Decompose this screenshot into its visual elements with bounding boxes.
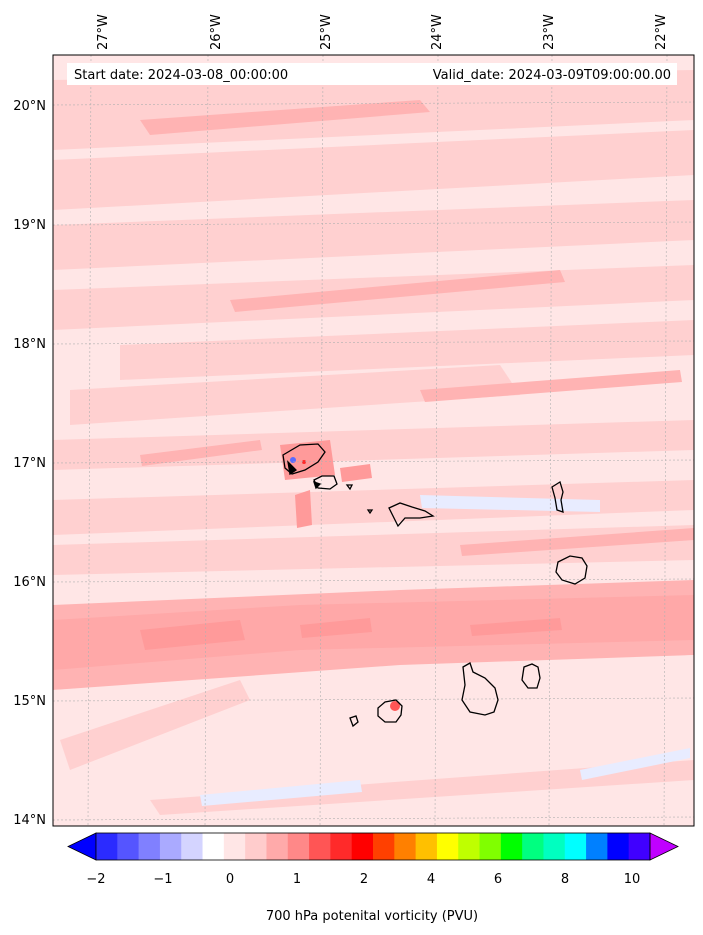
colorbar-tick-label: 2 (360, 872, 368, 887)
coastlines (282, 443, 588, 728)
colorbar-title: 700 hPa potenital vorticity (PVU) (266, 909, 478, 924)
colorbar-segment (607, 833, 630, 860)
colorbar-segment (181, 833, 204, 860)
colorbar-tick-label: 8 (561, 872, 569, 887)
colorbar-segment (159, 833, 182, 860)
colorbar-segment (500, 833, 523, 860)
lon-label: 23°W (542, 14, 557, 50)
colorbar-segment (266, 833, 289, 860)
colorbar-tick-labels: −2 −1 0 1 2 4 6 8 10 (86, 872, 640, 887)
colorbar-tick-label: −2 (86, 872, 105, 887)
colorbar-segment (287, 833, 310, 860)
map-frame (52, 54, 695, 827)
lon-label: 25°W (319, 14, 334, 50)
colorbar-segment (479, 833, 502, 860)
colorbar-segment (458, 833, 481, 860)
valid-date-label: Valid_date: 2024-03-09T09:00:00.00 (433, 68, 671, 83)
colorbar-segment (436, 833, 459, 860)
colorbar-segment (96, 833, 118, 860)
start-date-label: Start date: 2024-03-08_00:00:00 (74, 68, 288, 83)
colorbar-tick-label: 1 (293, 872, 301, 887)
colorbar-frame (95, 832, 651, 861)
colorbar-segment (330, 833, 353, 860)
date-label-box (67, 63, 677, 85)
lat-label: 19°N (13, 218, 46, 233)
lon-label: 24°W (430, 14, 445, 50)
lat-label: 14°N (13, 813, 46, 828)
colorbar-segment (117, 833, 140, 860)
colorbar-tick-label: −1 (153, 872, 172, 887)
lon-label: 26°W (209, 14, 224, 50)
colorbar-segment (522, 833, 544, 860)
lat-label: 16°N (13, 575, 46, 590)
pv-field (53, 70, 694, 826)
colorbar-segment (351, 833, 374, 860)
lat-label: 15°N (13, 694, 46, 709)
colorbar-extend-high (649, 832, 679, 861)
longitude-labels: 27°W 26°W 25°W 24°W 23°W 22°W (96, 14, 669, 50)
graticule (53, 55, 694, 826)
colorbar-tick-label: 4 (427, 872, 435, 887)
colorbar-segment (628, 833, 651, 860)
lat-label: 18°N (13, 337, 46, 352)
colorbar-segment (394, 833, 417, 860)
colorbar-tick-label: 0 (226, 872, 234, 887)
colorbar-tick-label: 6 (494, 872, 502, 887)
colorbar-segment (415, 833, 438, 860)
colorbar-extend-low (67, 832, 97, 861)
colorbar-segment (223, 833, 246, 860)
latitude-labels: 20°N 19°N 18°N 17°N 16°N 15°N 14°N (13, 99, 46, 828)
colorbar-segment (373, 833, 395, 860)
colorbar (67, 832, 679, 861)
lat-label: 20°N (13, 99, 46, 114)
colorbar-segment (586, 833, 608, 860)
lat-label: 17°N (13, 456, 46, 471)
colorbar-segment (138, 833, 161, 860)
lon-label: 27°W (96, 14, 111, 50)
lon-label: 22°W (654, 14, 669, 50)
colorbar-segment (202, 833, 225, 860)
colorbar-segment (309, 833, 331, 860)
colorbar-segment (245, 833, 267, 860)
colorbar-segment (564, 833, 587, 860)
colorbar-tick-label: 10 (624, 872, 641, 887)
colorbar-segment (543, 833, 566, 860)
